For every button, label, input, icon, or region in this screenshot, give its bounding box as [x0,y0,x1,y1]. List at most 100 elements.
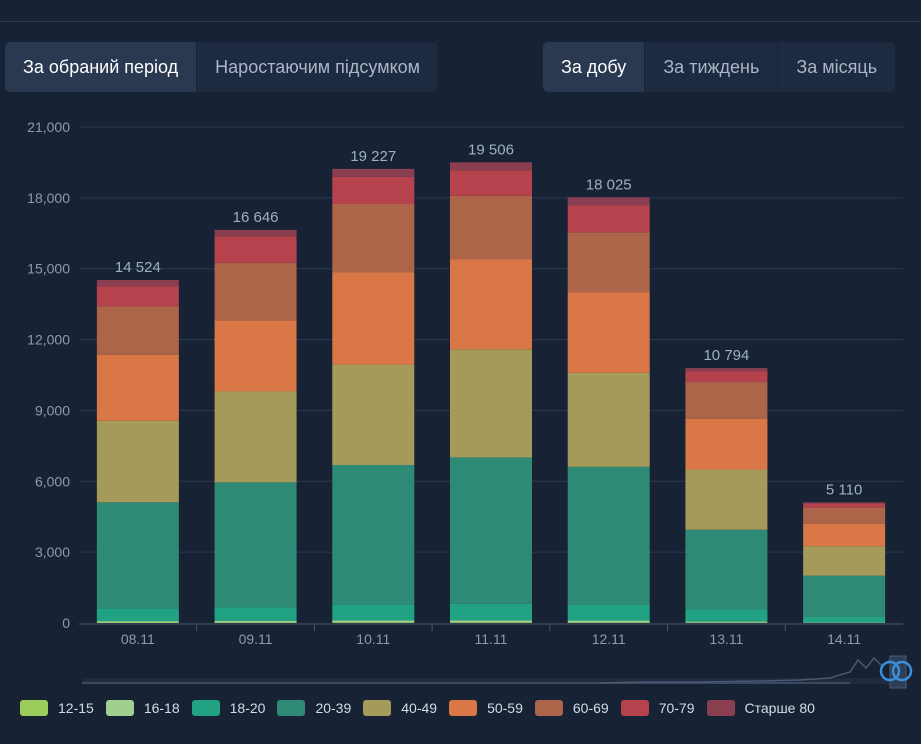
bar-segment [567,232,650,293]
legend-swatch [363,700,392,716]
y-tick-label: 6,000 [35,473,70,489]
bar-segment [214,482,297,608]
y-tick-label: 3,000 [35,544,70,560]
bar-segment [450,162,532,171]
legend: 12-15 16-18 18-20 20-39 40-49 50-59 60-69 70-79… [20,700,827,716]
legend-item[interactable]: 50-59 [449,700,523,716]
range-toggle: За добу За тиждень За місяць [543,42,896,92]
legend-item[interactable]: 70-79 [620,700,695,716]
bar-total-label: 5 110 [826,481,862,498]
bar-segment [567,205,650,233]
bar-segment [567,620,650,623]
legend-item[interactable]: 12-15 [20,700,94,716]
bar-total-label: 10 794 [703,347,749,364]
bar-segment [685,382,768,419]
bar-segment [332,620,415,623]
bar-segment [332,168,415,177]
bar-segment [332,364,415,465]
bar-segment [332,622,415,623]
period-button[interactable]: За обраний період [5,42,198,92]
bar-segment [803,503,886,508]
bar-segment [803,616,886,623]
bar-segment [567,604,650,621]
bar-segment [567,197,650,206]
legend-swatch [449,700,478,716]
legend-swatch [620,700,649,716]
x-tick-label: 08.11 [121,631,155,647]
legend-label: 60-69 [572,700,609,716]
legend-swatch [706,700,735,716]
bar-segment [332,604,415,621]
x-tick-label: 09.11 [239,631,273,647]
legend-label: 12-15 [58,700,94,716]
legend-swatch [277,700,306,716]
legend-swatch [105,700,134,716]
bar-segment [96,608,179,622]
bar-segment [685,469,768,530]
bar-segment [332,176,415,204]
legend-swatch [534,700,563,716]
legend-item[interactable]: 20-39 [277,700,351,716]
y-tick-label: 21,000 [27,119,70,135]
bar-segment [96,286,179,307]
bar-segment [685,610,768,622]
mode-toggle: За обраний період Наростаючим підсумком [5,42,439,92]
cumulative-button[interactable]: Наростаючим підсумком [197,42,439,92]
legend-item[interactable]: 60-69 [534,700,609,716]
legend-swatch [191,700,220,716]
bar-segment [96,621,179,623]
legend-label: 50-59 [487,700,523,716]
bar-segment [214,607,297,621]
bar-total-label: 14 524 [115,259,161,276]
bar-segment [567,466,650,605]
legend-item[interactable]: 18-20 [191,700,266,716]
navigator-right-handle[interactable] [891,660,913,682]
legend-item[interactable]: 40-49 [363,700,437,716]
x-tick-label: 12.11 [592,631,626,647]
day-button[interactable]: За добу [543,42,646,92]
y-tick-label: 9,000 [35,402,70,418]
bar-segment [803,523,886,547]
legend-label: 40-49 [401,700,438,716]
bar-segment [450,349,532,458]
bar-segment [214,262,297,321]
bar-segment [96,354,179,421]
bar-total-label: 18 025 [586,176,632,193]
bar-segment [96,279,179,287]
bar-segment [685,621,768,623]
bar-segment [332,203,415,273]
legend-item[interactable]: 16-18 [105,700,180,716]
navigator-track [82,678,902,684]
bar-segment [803,546,886,576]
legend-label: 18-20 [229,700,266,716]
legend-label: 20-39 [315,700,352,716]
bar-segment [450,622,532,623]
x-tick-label: 13.11 [709,631,743,647]
legend-swatch [20,700,48,716]
y-tick-label: 0 [62,615,70,631]
legend-label: Старше 80 [744,700,815,716]
bar-segment [567,372,650,467]
x-tick-label: 10.11 [356,631,390,647]
bar-segment [450,195,532,260]
bar-segment [214,620,297,623]
bar-segment [685,368,768,372]
bar-segment [803,502,886,504]
bar-segment [685,529,768,611]
bar-segment [685,371,768,383]
bar-segment [96,306,179,355]
bar-segment [96,420,179,503]
legend-item[interactable]: Старше 80 [706,700,815,716]
bar-total-label: 19 227 [350,148,396,165]
stacked-bar-chart: 0 3,000 6,000 9,000 12,000 15,000 18,000 21,000… [27,119,913,689]
x-tick-label: 14.11 [827,631,861,647]
legend-label: 70-79 [658,700,695,716]
week-button[interactable]: За тиждень [645,42,779,92]
bar-segment [450,620,532,623]
month-button[interactable]: За місяць [778,42,896,92]
x-tick-label: 11.11 [475,631,508,647]
bar-segment [450,259,532,350]
navigator-left-handle[interactable] [879,660,901,682]
bar-segment [567,622,650,623]
bar-total-label: 19 506 [468,141,514,158]
